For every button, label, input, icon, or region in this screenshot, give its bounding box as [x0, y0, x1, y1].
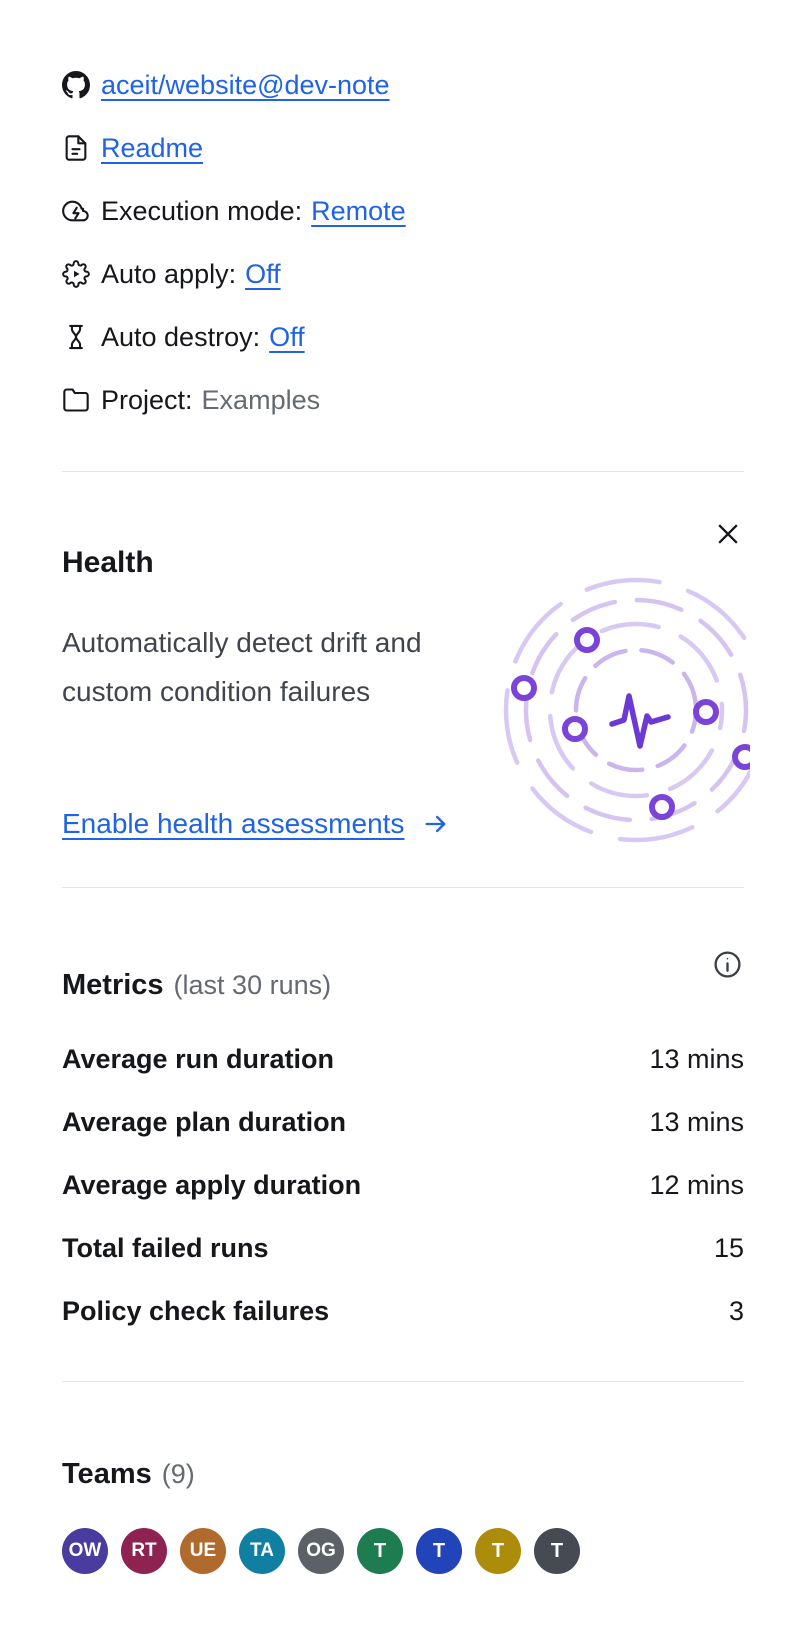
readme-row: Readme [62, 134, 744, 162]
close-icon [714, 520, 742, 548]
github-icon [62, 71, 90, 99]
metric-label: Total failed runs [62, 1233, 269, 1263]
auto-destroy-row-label: Auto destroy: [101, 322, 261, 352]
team-avatar-t[interactable]: T [475, 1528, 521, 1574]
teams-count: (9) [161, 1459, 195, 1490]
team-avatar-t[interactable]: T [357, 1528, 403, 1574]
workspace-meta-list: aceit/website@dev-note Readme Execution mo… [62, 71, 744, 449]
info-icon [712, 949, 743, 980]
execution-mode-row-link[interactable]: Remote [311, 196, 406, 226]
team-avatar-t[interactable]: T [416, 1528, 462, 1574]
teams-title-text: Teams [62, 1458, 152, 1491]
auto-apply-row-label: Auto apply: [101, 259, 237, 289]
metrics-info-button[interactable] [712, 949, 743, 980]
metric-row: Average run duration 13 mins [62, 1044, 744, 1074]
section-divider [62, 471, 744, 472]
metric-row: Policy check failures 3 [62, 1296, 744, 1326]
metric-value: 12 mins [649, 1170, 744, 1200]
metric-label: Average run duration [62, 1044, 335, 1074]
metric-value: 3 [728, 1296, 744, 1326]
folder-icon [62, 386, 90, 414]
auto-destroy-row: Auto destroy: Off [62, 323, 744, 351]
readme-row-link[interactable]: Readme [101, 133, 204, 163]
metric-value: 13 mins [649, 1107, 744, 1137]
arrow-right-icon [422, 810, 450, 838]
file-text-icon [62, 134, 90, 162]
metrics-subtitle: (last 30 runs) [173, 970, 332, 1001]
auto-apply-gear-icon [62, 260, 90, 288]
cloud-lightning-icon [62, 197, 90, 225]
metric-label: Average plan duration [62, 1107, 347, 1137]
execution-mode-row-label: Execution mode: [101, 196, 303, 226]
auto-apply-row: Auto apply: Off [62, 260, 744, 288]
team-avatar-og[interactable]: OG [298, 1528, 344, 1574]
section-divider [62, 887, 744, 888]
section-divider [62, 1381, 744, 1382]
metrics-section-title: Metrics (last 30 runs) [62, 968, 331, 1002]
metrics-list: Average run duration 13 mins Average plan … [62, 1044, 744, 1359]
hourglass-icon [62, 323, 90, 351]
project-row-value: Examples [201, 385, 321, 415]
enable-health-assessments-link[interactable]: Enable health assessments [62, 808, 450, 840]
repo-link-row: aceit/website@dev-note [62, 71, 744, 99]
project-row-label: Project: [101, 385, 193, 415]
team-avatar-ow[interactable]: OW [62, 1528, 108, 1574]
teams-section-title: Teams (9) [62, 1457, 195, 1491]
metric-value: 13 mins [649, 1044, 744, 1074]
auto-destroy-row-link[interactable]: Off [269, 322, 305, 352]
metric-value: 15 [713, 1233, 744, 1263]
team-avatar-ue[interactable]: UE [180, 1528, 226, 1574]
metric-row: Average apply duration 12 mins [62, 1170, 744, 1200]
health-radar-illustration [503, 577, 750, 843]
health-section-title: Health [62, 545, 154, 579]
metric-row: Average plan duration 13 mins [62, 1107, 744, 1137]
enable-health-assessments-label: Enable health assessments [62, 808, 405, 839]
team-avatar-t[interactable]: T [534, 1528, 580, 1574]
project-row: Project: Examples [62, 386, 744, 414]
metric-label: Average apply duration [62, 1170, 362, 1200]
repo-link-row-link[interactable]: aceit/website@dev-note [101, 70, 390, 100]
metric-row: Total failed runs 15 [62, 1233, 744, 1263]
metrics-title-text: Metrics [62, 969, 164, 1002]
health-close-button[interactable] [714, 520, 742, 548]
teams-avatar-list: OW RT UE TA OG T T T T [62, 1528, 580, 1574]
team-avatar-ta[interactable]: TA [239, 1528, 285, 1574]
auto-apply-row-link[interactable]: Off [245, 259, 281, 289]
team-avatar-rt[interactable]: RT [121, 1528, 167, 1574]
execution-mode-row: Execution mode: Remote [62, 197, 744, 225]
health-description: Automatically detect drift and custom co… [62, 627, 422, 707]
metric-label: Policy check failures [62, 1296, 330, 1326]
